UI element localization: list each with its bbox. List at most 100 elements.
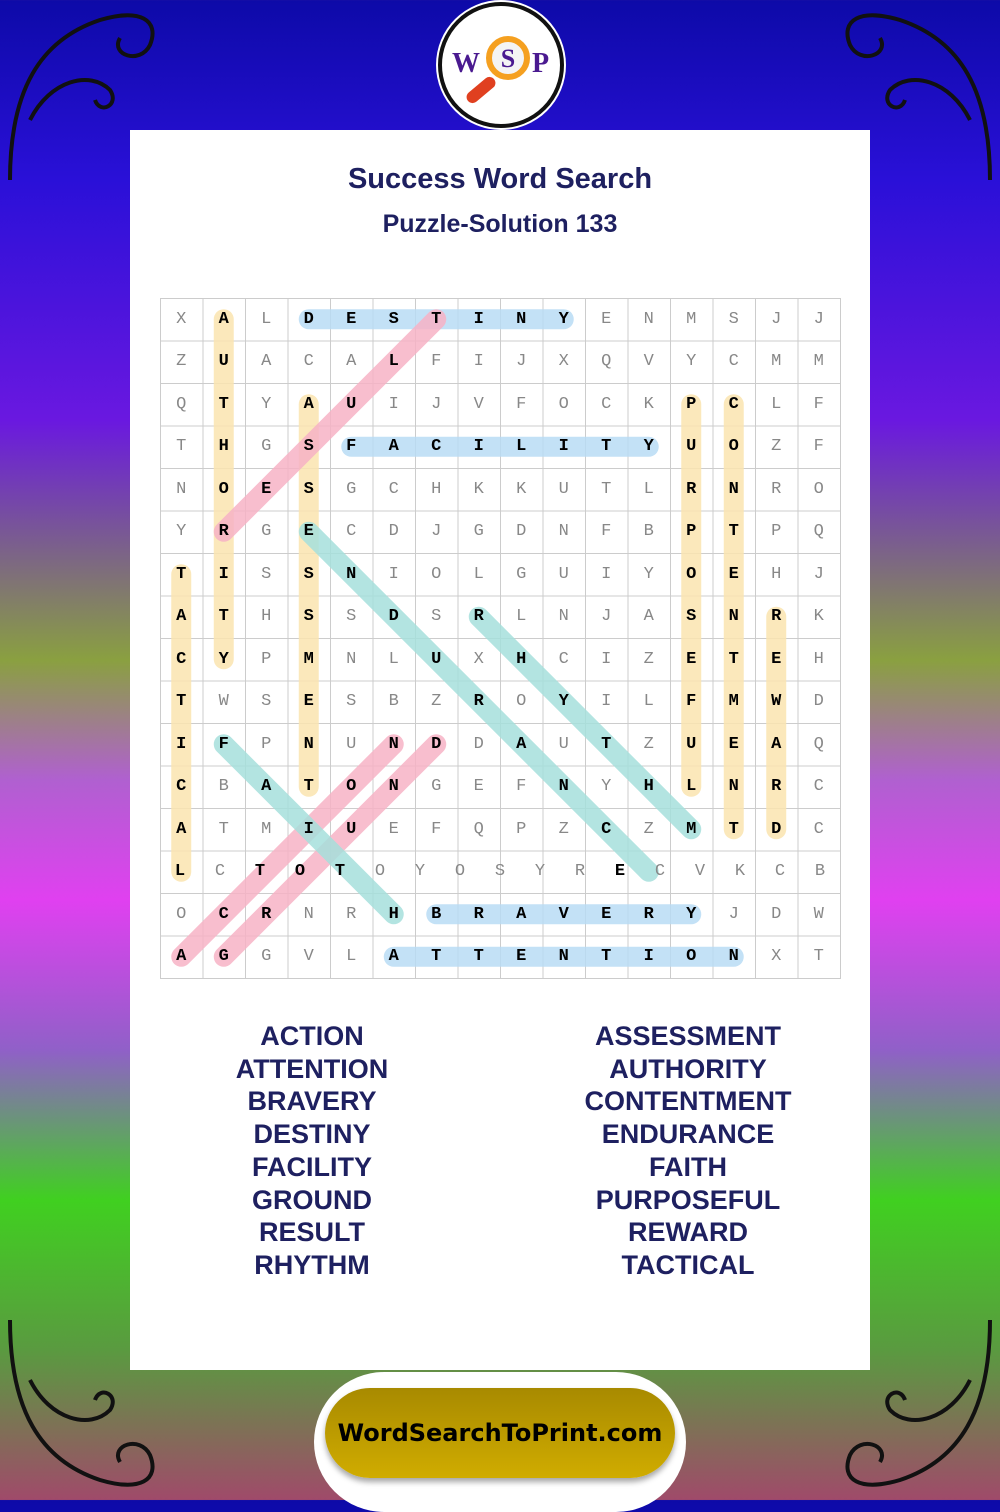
grid-cell: J [813,309,824,329]
grid-cell: A [516,734,527,754]
grid-cell: E [614,862,626,882]
logo-letter-p: P [532,48,550,79]
grid-cell: N [388,734,399,754]
grid-cell: R [346,904,357,924]
website-link-button[interactable]: WordSearchToPrint.com [325,1388,675,1478]
grid-cell: F [431,819,442,839]
grid-cell: T [601,479,612,499]
solution-highlights [171,309,787,967]
grid-cell: J [516,352,527,372]
grid-cell: L [346,947,357,967]
grid-cell: X [558,352,569,372]
grid-cell: E [686,649,697,669]
grid-cell: H [516,649,527,669]
magnifier-icon: S [486,36,530,80]
grid-cell: S [388,309,399,329]
grid-cell: M [303,649,314,669]
grid-cell: R [473,692,484,712]
grid-cell: N [516,309,527,329]
word-list-item: REWARD [628,1217,748,1248]
grid-cell: U [558,564,569,584]
grid-cell: V [558,904,569,924]
grid-cell: U [346,819,357,839]
grid-cell: S [346,607,357,627]
grid-cell: A [261,777,272,797]
grid-cell: H [813,649,824,669]
grid-cell: F [686,692,697,712]
logo-letter-w: W [452,48,480,79]
grid-cell: Q [176,394,187,414]
grid-cell: L [473,564,484,584]
word-list-item: PURPOSEFUL [595,1184,781,1215]
grid-cell: A [771,734,782,754]
grid-cell: C [303,352,314,372]
grid-cell: D [473,734,484,754]
grid-cell: Z [643,819,654,839]
grid-cell: C [176,777,187,797]
grid-cell: M [686,309,697,329]
grid-cell: P [771,522,782,542]
grid-cell: L [261,309,272,329]
grid-cell: S [303,479,314,499]
word-list-item: FACILITY [252,1151,372,1182]
grid-cell: U [431,649,442,669]
grid-cell: T [218,819,229,839]
grid-cell: G [473,522,484,542]
grid-cell: Y [414,862,426,882]
grid-cell: Z [643,649,654,669]
grid-cell: C [774,862,786,882]
grid-cell: A [176,607,187,627]
grid-cell: G [218,947,229,967]
grid-cell: I [643,947,654,967]
grid-cell: R [771,607,782,627]
grid-cell: T [431,947,442,967]
grid-cell: G [516,564,527,584]
grid-cell: N [346,564,357,584]
grid-cell: I [558,437,569,457]
grid-cell: S [303,607,314,627]
grid-cell: N [728,607,739,627]
grid-cell: R [686,479,697,499]
grid-cell: J [431,394,442,414]
word-list-right: ASSESSMENT AUTHORITY CONTENTMENT ENDURANCE F… [503,1020,873,1282]
logo-letter-s: S [500,44,516,73]
grid-cell: C [654,862,666,882]
grid-cell: L [516,437,527,457]
grid-cell: A [346,352,357,372]
grid-cell: Z [643,734,654,754]
grid-cell: U [686,437,697,457]
grid-cell: L [516,607,527,627]
grid-cell: O [346,777,357,797]
grid-cell: O [374,862,386,882]
grid-cell: T [176,564,187,584]
grid-cell: R [261,904,272,924]
grid-cell: U [346,394,357,414]
grid-cell: D [771,819,782,839]
grid-cell: S [261,692,272,712]
grid-cell: C [728,352,739,372]
grid-cell: N [558,777,569,797]
grid-cell: P [261,734,272,754]
grid-cell: A [303,394,314,414]
grid-cell: G [261,947,272,967]
grid-cell: B [643,522,654,542]
ornament-bottom-right [845,1319,992,1487]
grid-cell: I [601,692,612,712]
grid-cell: O [218,479,229,499]
grid-cell: A [261,352,272,372]
grid-cell: F [601,522,612,542]
grid-cell: C [214,862,226,882]
ornament-bottom-left [8,1319,155,1487]
grid-cell: C [813,819,824,839]
grid-cell: M [728,692,739,712]
highlight-action [171,734,404,967]
grid-cell: Y [558,692,569,712]
grid-cell: N [388,777,399,797]
grid-cell: V [303,947,314,967]
